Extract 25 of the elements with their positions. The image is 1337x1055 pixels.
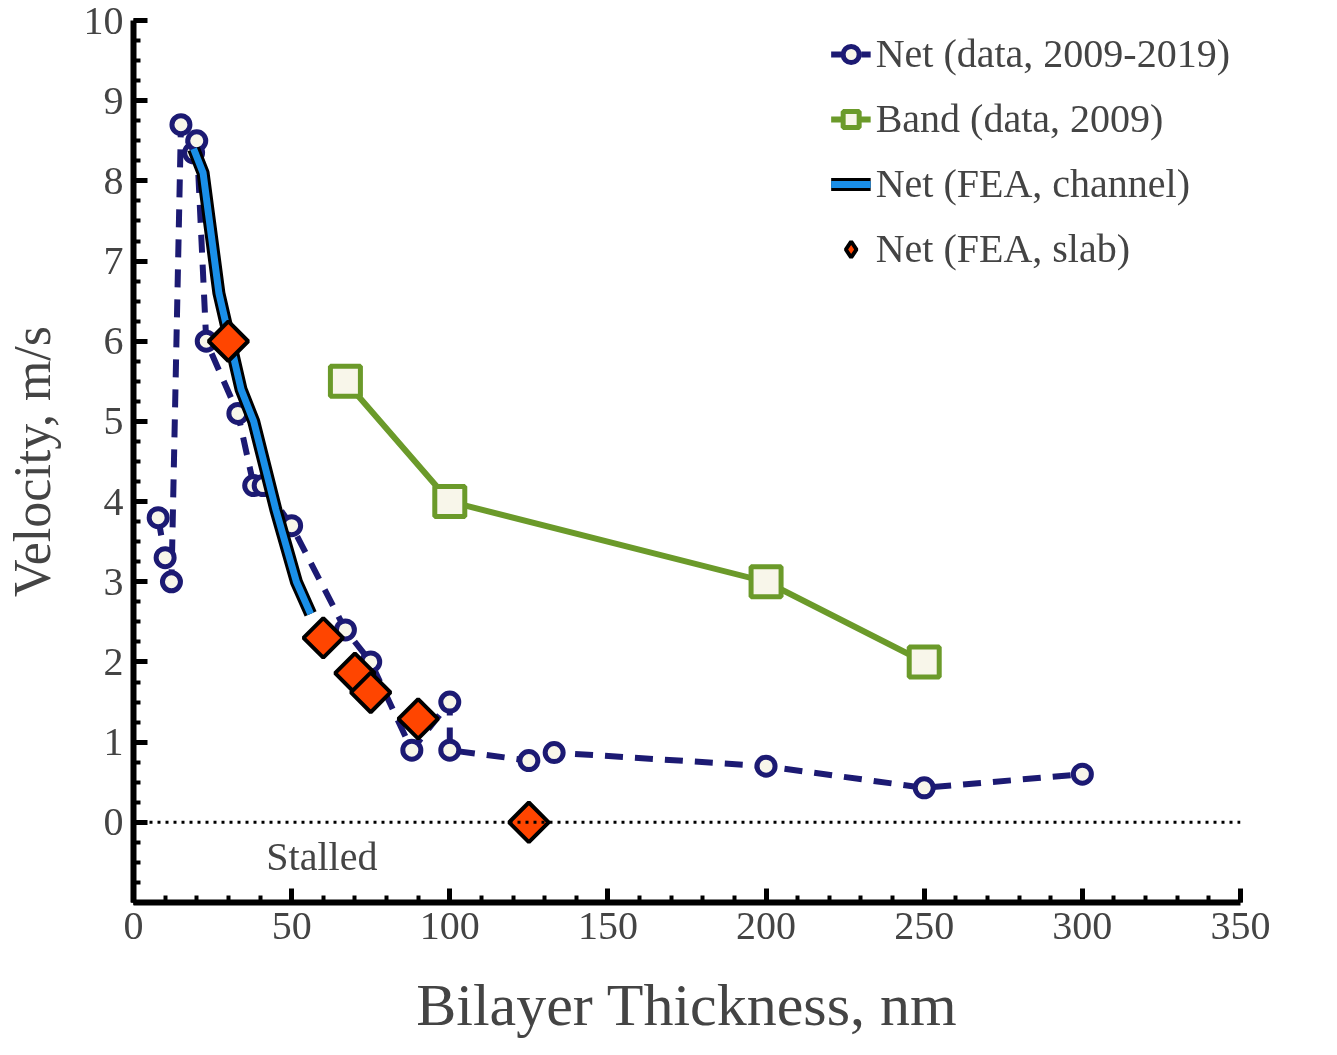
legend-label: Band (data, 2009) bbox=[875, 95, 1164, 142]
x-tick-label: 300 bbox=[1052, 902, 1113, 948]
x-tick-label: 100 bbox=[419, 902, 480, 948]
y-tick-label: 9 bbox=[103, 77, 124, 123]
legend-label: Net (data, 2009-2019) bbox=[875, 30, 1230, 77]
y-tick-label: 3 bbox=[103, 558, 124, 604]
y-tick-label: 2 bbox=[103, 638, 124, 684]
y-tick-label: 10 bbox=[83, 0, 124, 43]
x-axis-title: Bilayer Thickness, nm bbox=[416, 971, 957, 1038]
y-tick-label: 1 bbox=[103, 719, 124, 765]
y-tick-label: 5 bbox=[103, 398, 124, 444]
y-tick-label: 8 bbox=[103, 157, 124, 203]
x-tick-label: 150 bbox=[577, 902, 638, 948]
y-axis-title: Velocity, m/s bbox=[3, 325, 61, 598]
legend-label: Net (FEA, slab) bbox=[875, 225, 1131, 272]
y-tick-label: 6 bbox=[103, 318, 124, 364]
x-tick-label: 200 bbox=[736, 902, 797, 948]
y-tick-label: 4 bbox=[103, 478, 124, 524]
legend-label: Net (FEA, channel) bbox=[875, 160, 1190, 207]
ref-line-label: Stalled bbox=[266, 834, 378, 880]
y-tick-label: 7 bbox=[103, 238, 124, 284]
y-tick-label: 0 bbox=[103, 799, 124, 845]
x-tick-label: 50 bbox=[271, 902, 312, 948]
x-tick-label: 250 bbox=[894, 902, 955, 948]
x-tick-label: 350 bbox=[1210, 902, 1271, 948]
